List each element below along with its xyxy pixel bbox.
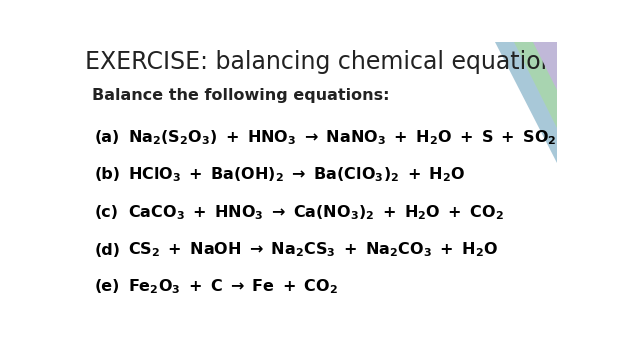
Text: (b): (b) bbox=[94, 168, 120, 183]
Polygon shape bbox=[533, 42, 557, 90]
Polygon shape bbox=[514, 42, 557, 128]
Text: $\mathbf{Na_2(S_2O_3)\ +\ HNO_3\ \rightarrow\ NaNO_3\ +\ H_2O\ +\ S\ +\ SO_2}$: $\mathbf{Na_2(S_2O_3)\ +\ HNO_3\ \righta… bbox=[128, 128, 556, 147]
Text: $\mathbf{CS_2\ +\ NaOH\ \rightarrow\ Na_2CS_3\ +\ Na_2CO_3\ +\ H_2O}$: $\mathbf{CS_2\ +\ NaOH\ \rightarrow\ Na_… bbox=[128, 241, 498, 260]
Text: (a): (a) bbox=[94, 130, 119, 145]
Text: (c): (c) bbox=[94, 205, 118, 220]
Text: (d): (d) bbox=[94, 243, 120, 258]
Text: (e): (e) bbox=[94, 279, 119, 294]
Text: EXERCISE: balancing chemical equation: EXERCISE: balancing chemical equation bbox=[85, 50, 555, 74]
Text: $\mathbf{CaCO_3\ +\ HNO_3\ \rightarrow\ Ca(NO_3)_2\ +\ H_2O\ +\ CO_2}$: $\mathbf{CaCO_3\ +\ HNO_3\ \rightarrow\ … bbox=[128, 203, 503, 222]
Polygon shape bbox=[495, 42, 557, 163]
Text: Balance the following equations:: Balance the following equations: bbox=[92, 88, 389, 103]
Text: $\mathbf{HClO_3\ +\ Ba(OH)_2\ \rightarrow\ Ba(ClO_3)_2\ +\ H_2O}$: $\mathbf{HClO_3\ +\ Ba(OH)_2\ \rightarro… bbox=[128, 165, 465, 184]
Text: $\mathbf{Fe_2O_3\ +\ C\ \rightarrow\ Fe\ +\ CO_2}$: $\mathbf{Fe_2O_3\ +\ C\ \rightarrow\ Fe\… bbox=[128, 277, 338, 296]
